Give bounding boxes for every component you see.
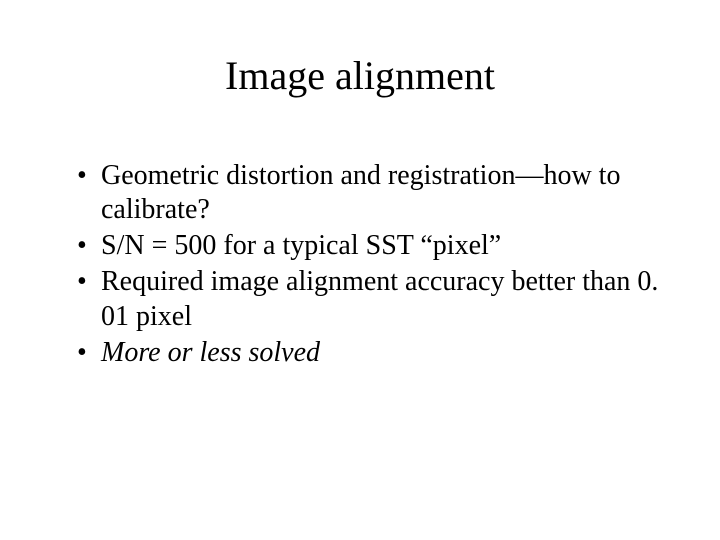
- slide-title: Image alignment: [45, 52, 675, 99]
- bullet-item: Required image alignment accuracy better…: [77, 265, 675, 333]
- bullet-text: Required image alignment accuracy better…: [101, 266, 658, 331]
- bullet-text: Geometric distortion and registration—ho…: [101, 160, 620, 225]
- bullet-item: Geometric distortion and registration—ho…: [77, 159, 675, 227]
- bullet-list: Geometric distortion and registration—ho…: [45, 159, 675, 370]
- slide: Image alignment Geometric distortion and…: [0, 0, 720, 540]
- bullet-item: S/N = 500 for a typical SST “pixel”: [77, 229, 675, 263]
- bullet-item: More or less solved: [77, 336, 675, 370]
- bullet-text: S/N = 500 for a typical SST “pixel”: [101, 230, 501, 261]
- bullet-text: More or less solved: [101, 337, 320, 368]
